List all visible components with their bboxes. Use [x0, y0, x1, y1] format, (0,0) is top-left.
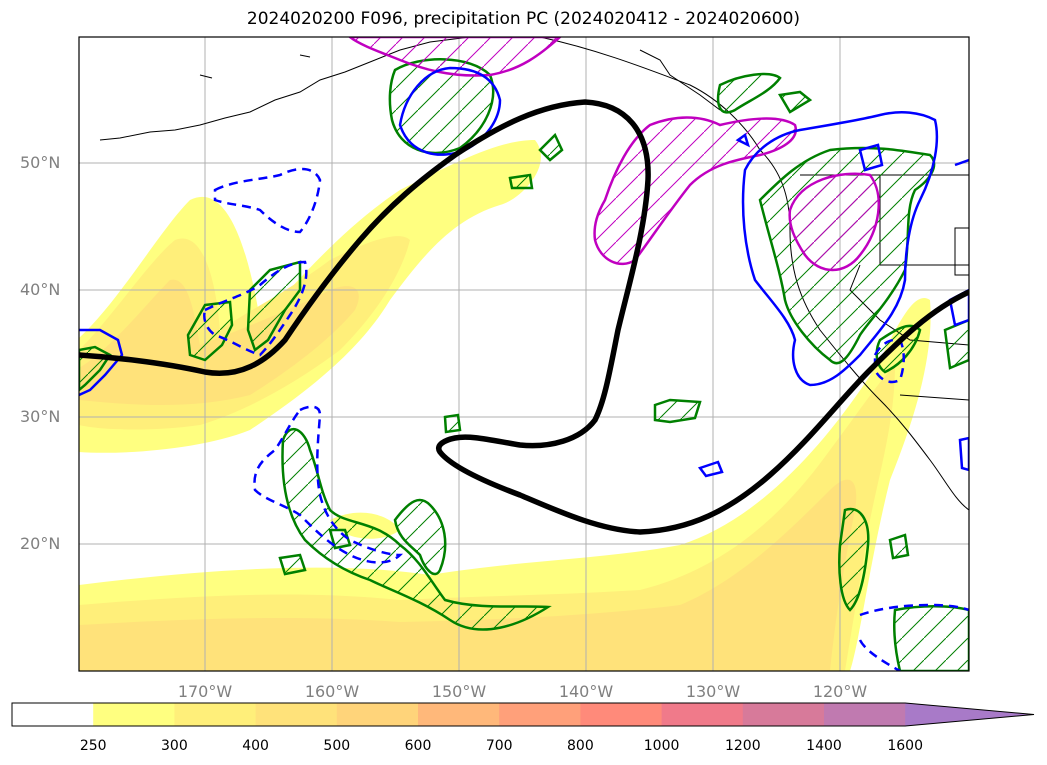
lon-label-150w: 150°W [431, 682, 487, 701]
colorbar-tick-label: 700 [485, 738, 513, 754]
colorbar-swatch-0 [12, 703, 94, 726]
colorbar-tick-label: 500 [323, 738, 351, 754]
colorbar-swatch-3 [255, 703, 338, 726]
colorbar-tick-label: 1600 [887, 738, 924, 754]
lon-label-140w: 140°W [558, 682, 614, 701]
colorbar-tick-label: 1200 [724, 738, 761, 754]
lat-label-20n: 20°N [20, 534, 61, 553]
colorbar-swatch-10 [824, 703, 906, 726]
colorbar-swatch-8 [661, 703, 744, 726]
lon-label-120w: 120°W [812, 682, 868, 701]
colorbar-tick-label: 250 [79, 738, 107, 754]
blue-dashed-contours [203, 167, 969, 671]
lat-label-40n: 40°N [20, 280, 61, 299]
figure-title: 2024020200 F096, precipitation PC (20240… [246, 9, 801, 29]
colorbar-swatch-5 [418, 703, 500, 726]
colorbar-tick-label: 1000 [643, 738, 680, 754]
colorbar-tick-label: 400 [242, 738, 269, 754]
colorbar-swatch-9 [742, 703, 825, 726]
map-frame [78, 36, 970, 672]
lon-label-130w: 130°W [685, 682, 741, 701]
lon-label-160w: 160°W [304, 682, 360, 701]
colorbar-swatch-6 [499, 703, 581, 726]
colorbar-swatch-1 [93, 703, 175, 726]
colorbar-swatch-4 [336, 703, 419, 726]
lat-label-30n: 30°N [20, 407, 61, 426]
colorbar-swatch-7 [580, 703, 663, 726]
colorbar-extend-arrow [905, 703, 1034, 726]
lon-label-170w: 170°W [177, 682, 233, 701]
colorbar-tick-label: 300 [161, 738, 188, 754]
colorbar-swatch-2 [174, 703, 257, 726]
colorbar-tick-label: 600 [404, 738, 432, 754]
colorbar-tick-label: 800 [567, 738, 594, 754]
lat-label-50n: 50°N [20, 153, 61, 172]
colorbar-outline [11, 702, 1035, 727]
jet-stream-line [79, 99, 969, 535]
colorbar-tick-label: 1400 [806, 738, 842, 754]
colorbar [11, 702, 1035, 727]
